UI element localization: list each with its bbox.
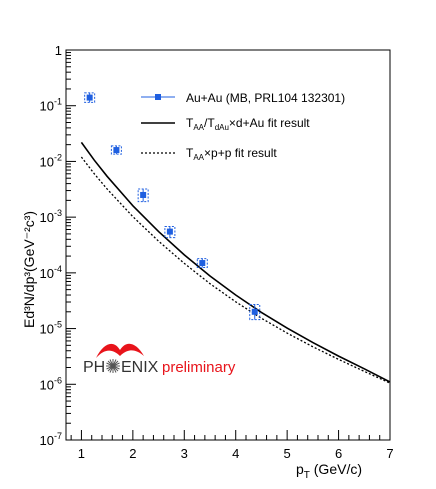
y-tick-label: 10-7 [40, 431, 62, 448]
x-axis-title: pT (GeV/c) [296, 461, 362, 481]
legend-dau-sub: dAu [215, 123, 229, 132]
data-point [113, 147, 120, 154]
logo-wing-icon [96, 343, 144, 358]
x-tick-label: 1 [78, 446, 85, 461]
data-point [140, 191, 147, 198]
sys-error-bracket [110, 145, 122, 155]
pp-fit-curve [80, 156, 391, 384]
legend-label-auau: Au+Au (MB, PRL104 132301) [186, 91, 345, 105]
y-axis-title: Ed³N/dp³(GeV⁻²c³) [21, 211, 37, 328]
sys-error-bracket [249, 304, 261, 321]
legend-t2: /T [204, 116, 215, 130]
y-tick-label: 10-1 [40, 97, 62, 114]
y-tick-label: 10-6 [40, 375, 62, 392]
data-point [86, 94, 93, 101]
x-tick-label: 7 [386, 446, 393, 461]
data-point [199, 260, 206, 267]
y-tick-label: 10-5 [40, 320, 62, 337]
legend-label-pp-fit: TAA×p+p fit result [186, 146, 277, 162]
legend-pp-aa-sub: AA [193, 153, 204, 162]
legend: Au+Au (MB, PRL104 132301) TAA/TdAu×d+Au … [141, 91, 345, 162]
dau-fit-curve [80, 141, 391, 383]
y-tick-label: 10-3 [40, 208, 62, 225]
x-axis-title-rest: (GeV/c) [310, 461, 362, 477]
legend-marker-square [155, 94, 161, 100]
data-point [251, 308, 258, 315]
legend-dau-text: ×d+Au fit result [229, 116, 310, 130]
logo-star-icon [106, 359, 120, 373]
axis-ticks: 1 2 3 4 5 6 7 10-7 10-6 10-5 10-4 10-3 10-2 10-1 1 [40, 43, 394, 461]
sys-error-bracket [137, 188, 149, 203]
plot-frame [65, 49, 391, 441]
x-tick-label: 3 [181, 446, 188, 461]
sys-error-bracket [196, 258, 208, 268]
logo-enix: ENIX [121, 359, 159, 376]
x-tick-label: 2 [129, 446, 136, 461]
x-tick-label: 4 [232, 446, 239, 461]
legend-pp-t: T [186, 146, 194, 160]
logo-preliminary: preliminary [162, 359, 236, 376]
logo-ph: PH [83, 359, 105, 376]
fit-curves [80, 141, 391, 384]
x-tick-label: 6 [335, 446, 342, 461]
data-points [84, 92, 261, 321]
y-tick-label: 1 [55, 43, 62, 58]
data-point [166, 228, 173, 235]
legend-pp-text: ×p+p fit result [204, 146, 277, 160]
legend-t: T [186, 116, 194, 130]
x-tick-label: 5 [284, 446, 291, 461]
legend-aa-sub: AA [193, 123, 204, 132]
y-tick-label: 10-2 [40, 152, 62, 169]
phenix-logo: PH ENIX preliminary [83, 343, 236, 376]
legend-label-dau-fit: TAA/TdAu×d+Au fit result [186, 116, 310, 132]
sys-error-bracket [164, 225, 176, 239]
x-axis-title-main: p [296, 461, 304, 477]
x-axis-title-sub: T [304, 470, 310, 481]
y-tick-label: 10-4 [40, 264, 62, 281]
sys-error-bracket [84, 92, 96, 103]
